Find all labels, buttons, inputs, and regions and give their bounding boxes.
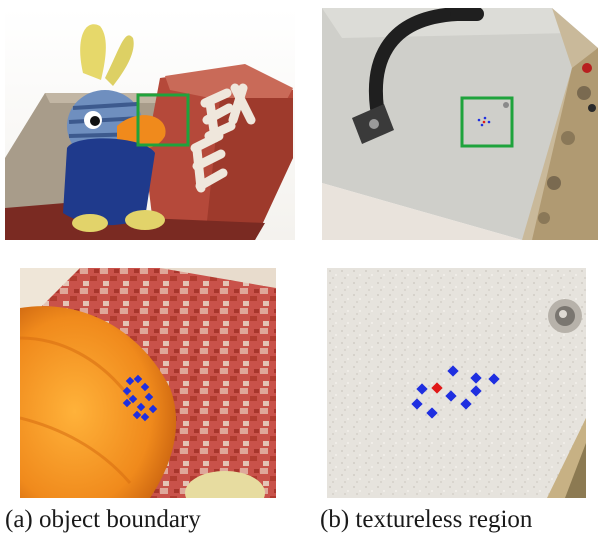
zoom-textureless-region: [327, 268, 586, 498]
photo-object-boundary: [5, 8, 295, 240]
point-cluster: [122, 374, 158, 422]
highlight-box: [136, 93, 190, 147]
zoom-object-boundary: [20, 268, 276, 498]
highlight-box: [460, 96, 514, 148]
caption-a: (a) object boundary: [5, 506, 201, 533]
caption-b: (b) textureless region: [320, 506, 533, 533]
photo-textureless-region: [322, 8, 598, 240]
